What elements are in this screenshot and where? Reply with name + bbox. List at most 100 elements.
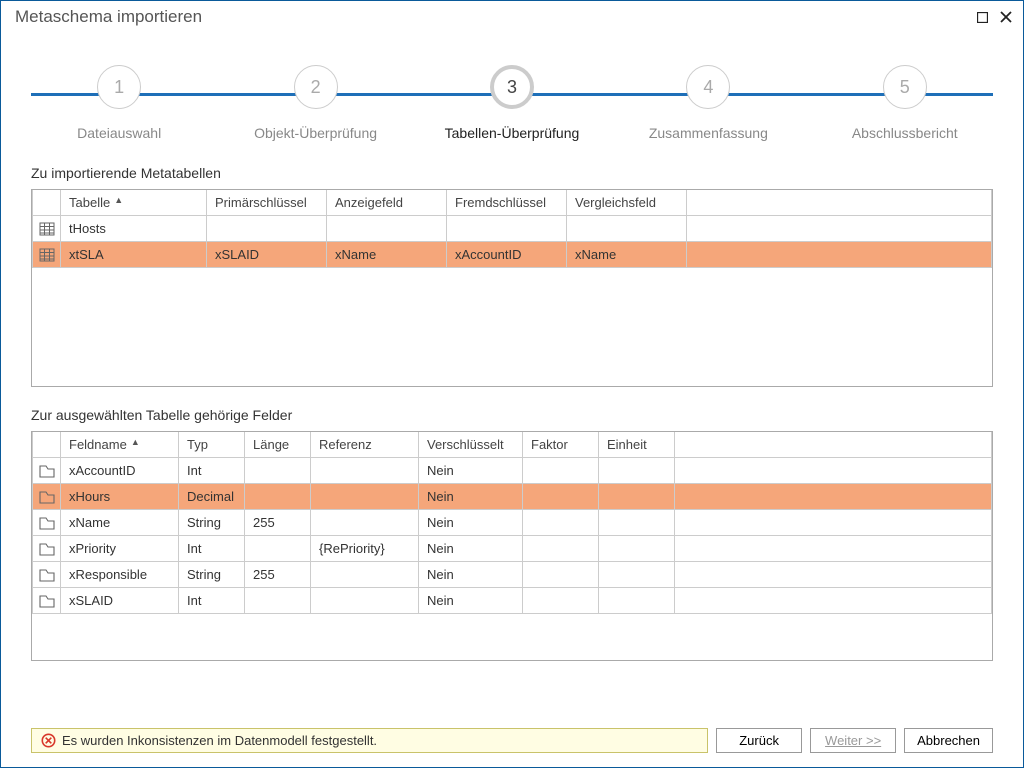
- folder-icon: [33, 510, 61, 536]
- cell-primaer: [207, 216, 327, 242]
- close-icon[interactable]: [999, 10, 1013, 24]
- cell-einheit: [599, 484, 675, 510]
- cell-laenge: 255: [245, 562, 311, 588]
- cell-typ: String: [179, 510, 245, 536]
- cell-blank: [675, 458, 992, 484]
- cell-laenge: [245, 458, 311, 484]
- step-circle: 4: [686, 65, 730, 109]
- table-row[interactable]: xtSLAxSLAIDxNamexAccountIDxName: [33, 242, 992, 268]
- cell-primaer: xSLAID: [207, 242, 327, 268]
- cell-feldname: xAccountID: [61, 458, 179, 484]
- col-icon: [33, 190, 61, 216]
- cell-feldname: xPriority: [61, 536, 179, 562]
- status-box: Es wurden Inkonsistenzen im Datenmodell …: [31, 728, 708, 753]
- cell-faktor: [523, 484, 599, 510]
- cell-blank: [675, 562, 992, 588]
- cell-vergleich: xName: [567, 242, 687, 268]
- cell-typ: Decimal: [179, 484, 245, 510]
- cell-referenz: [311, 588, 419, 614]
- cell-faktor: [523, 562, 599, 588]
- table-row[interactable]: xHoursDecimal Nein: [33, 484, 992, 510]
- cell-einheit: [599, 510, 675, 536]
- window-title: Metaschema importieren: [15, 7, 202, 27]
- tables-grid[interactable]: Tabelle▲PrimärschlüsselAnzeigefeldFremds…: [31, 189, 993, 387]
- col-anzeige[interactable]: Anzeigefeld: [327, 190, 447, 216]
- back-button[interactable]: Zurück: [716, 728, 802, 753]
- cell-feldname: xHours: [61, 484, 179, 510]
- cell-blank: [687, 242, 992, 268]
- table-row[interactable]: xSLAIDIntNein: [33, 588, 992, 614]
- step-label: Dateiauswahl: [77, 125, 161, 141]
- table-row[interactable]: xPriorityInt{RePriority}Nein: [33, 536, 992, 562]
- col-feldname[interactable]: Feldname▲: [61, 432, 179, 458]
- folder-icon: [33, 588, 61, 614]
- col-laenge[interactable]: Länge: [245, 432, 311, 458]
- cell-faktor: [523, 536, 599, 562]
- step-circle: 2: [294, 65, 338, 109]
- col-fremd[interactable]: Fremdschlüssel: [447, 190, 567, 216]
- cell-anzeige: [327, 216, 447, 242]
- col-primaer[interactable]: Primärschlüssel: [207, 190, 327, 216]
- cell-referenz: [311, 510, 419, 536]
- col-referenz[interactable]: Referenz: [311, 432, 419, 458]
- col-vergleich[interactable]: Vergleichsfeld: [567, 190, 687, 216]
- table-row[interactable]: tHosts: [33, 216, 992, 242]
- table-row[interactable]: xAccountIDIntNein: [33, 458, 992, 484]
- fields-grid[interactable]: Feldname▲TypLängeReferenzVerschlüsseltFa…: [31, 431, 993, 661]
- maximize-icon[interactable]: [975, 10, 989, 24]
- section-tables-label: Zu importierende Metatabellen: [31, 165, 993, 181]
- next-button-label: Weiter >>: [825, 733, 881, 748]
- sort-asc-icon: ▲: [131, 437, 140, 447]
- step-circle: 3: [490, 65, 534, 109]
- next-button[interactable]: Weiter >>: [810, 728, 896, 753]
- col-faktor[interactable]: Faktor: [523, 432, 599, 458]
- cell-referenz: {RePriority}: [311, 536, 419, 562]
- step-label: Abschlussbericht: [852, 125, 958, 141]
- cell-verschluesselt: Nein: [419, 562, 523, 588]
- cell-faktor: [523, 588, 599, 614]
- sort-asc-icon: ▲: [114, 195, 123, 205]
- cell-laenge: [245, 536, 311, 562]
- cell-faktor: [523, 458, 599, 484]
- cell-tabelle: xtSLA: [61, 242, 207, 268]
- col-tabelle[interactable]: Tabelle▲: [61, 190, 207, 216]
- cell-referenz: [311, 484, 419, 510]
- cell-referenz: [311, 458, 419, 484]
- col-icon: [33, 432, 61, 458]
- titlebar: Metaschema importieren: [1, 1, 1023, 31]
- footer: Es wurden Inkonsistenzen im Datenmodell …: [1, 728, 1023, 767]
- table-row[interactable]: xResponsibleString255Nein: [33, 562, 992, 588]
- wizard-step-3[interactable]: 3Tabellen-Überprüfung: [417, 65, 607, 141]
- cell-typ: Int: [179, 458, 245, 484]
- table-icon: [33, 242, 61, 268]
- cell-einheit: [599, 536, 675, 562]
- error-icon: [40, 733, 56, 749]
- wizard-step-2[interactable]: 2Objekt-Überprüfung: [221, 65, 411, 141]
- cell-verschluesselt: Nein: [419, 510, 523, 536]
- cell-verschluesselt: Nein: [419, 484, 523, 510]
- cell-typ: Int: [179, 536, 245, 562]
- cell-fremd: xAccountID: [447, 242, 567, 268]
- col-typ[interactable]: Typ: [179, 432, 245, 458]
- wizard-step-1[interactable]: 1Dateiauswahl: [24, 65, 214, 141]
- cell-faktor: [523, 510, 599, 536]
- cell-typ: Int: [179, 588, 245, 614]
- col-einheit[interactable]: Einheit: [599, 432, 675, 458]
- folder-icon: [33, 458, 61, 484]
- folder-icon: [33, 562, 61, 588]
- col-verschluesselt[interactable]: Verschlüsselt: [419, 432, 523, 458]
- folder-icon: [33, 536, 61, 562]
- wizard-steps: 1Dateiauswahl2Objekt-Überprüfung3Tabelle…: [1, 31, 1023, 161]
- wizard-step-5[interactable]: 5 Abschlussbericht: [810, 65, 1000, 141]
- cell-blank: [687, 216, 992, 242]
- col-blank: [687, 190, 992, 216]
- cell-feldname: xName: [61, 510, 179, 536]
- table-row[interactable]: xNameString255Nein: [33, 510, 992, 536]
- cell-einheit: [599, 562, 675, 588]
- cell-blank: [675, 536, 992, 562]
- cancel-button[interactable]: Abbrechen: [904, 728, 993, 753]
- step-circle: 5: [883, 65, 927, 109]
- table-icon: [33, 216, 61, 242]
- cell-blank: [675, 588, 992, 614]
- wizard-step-4[interactable]: 4Zusammenfassung: [613, 65, 803, 141]
